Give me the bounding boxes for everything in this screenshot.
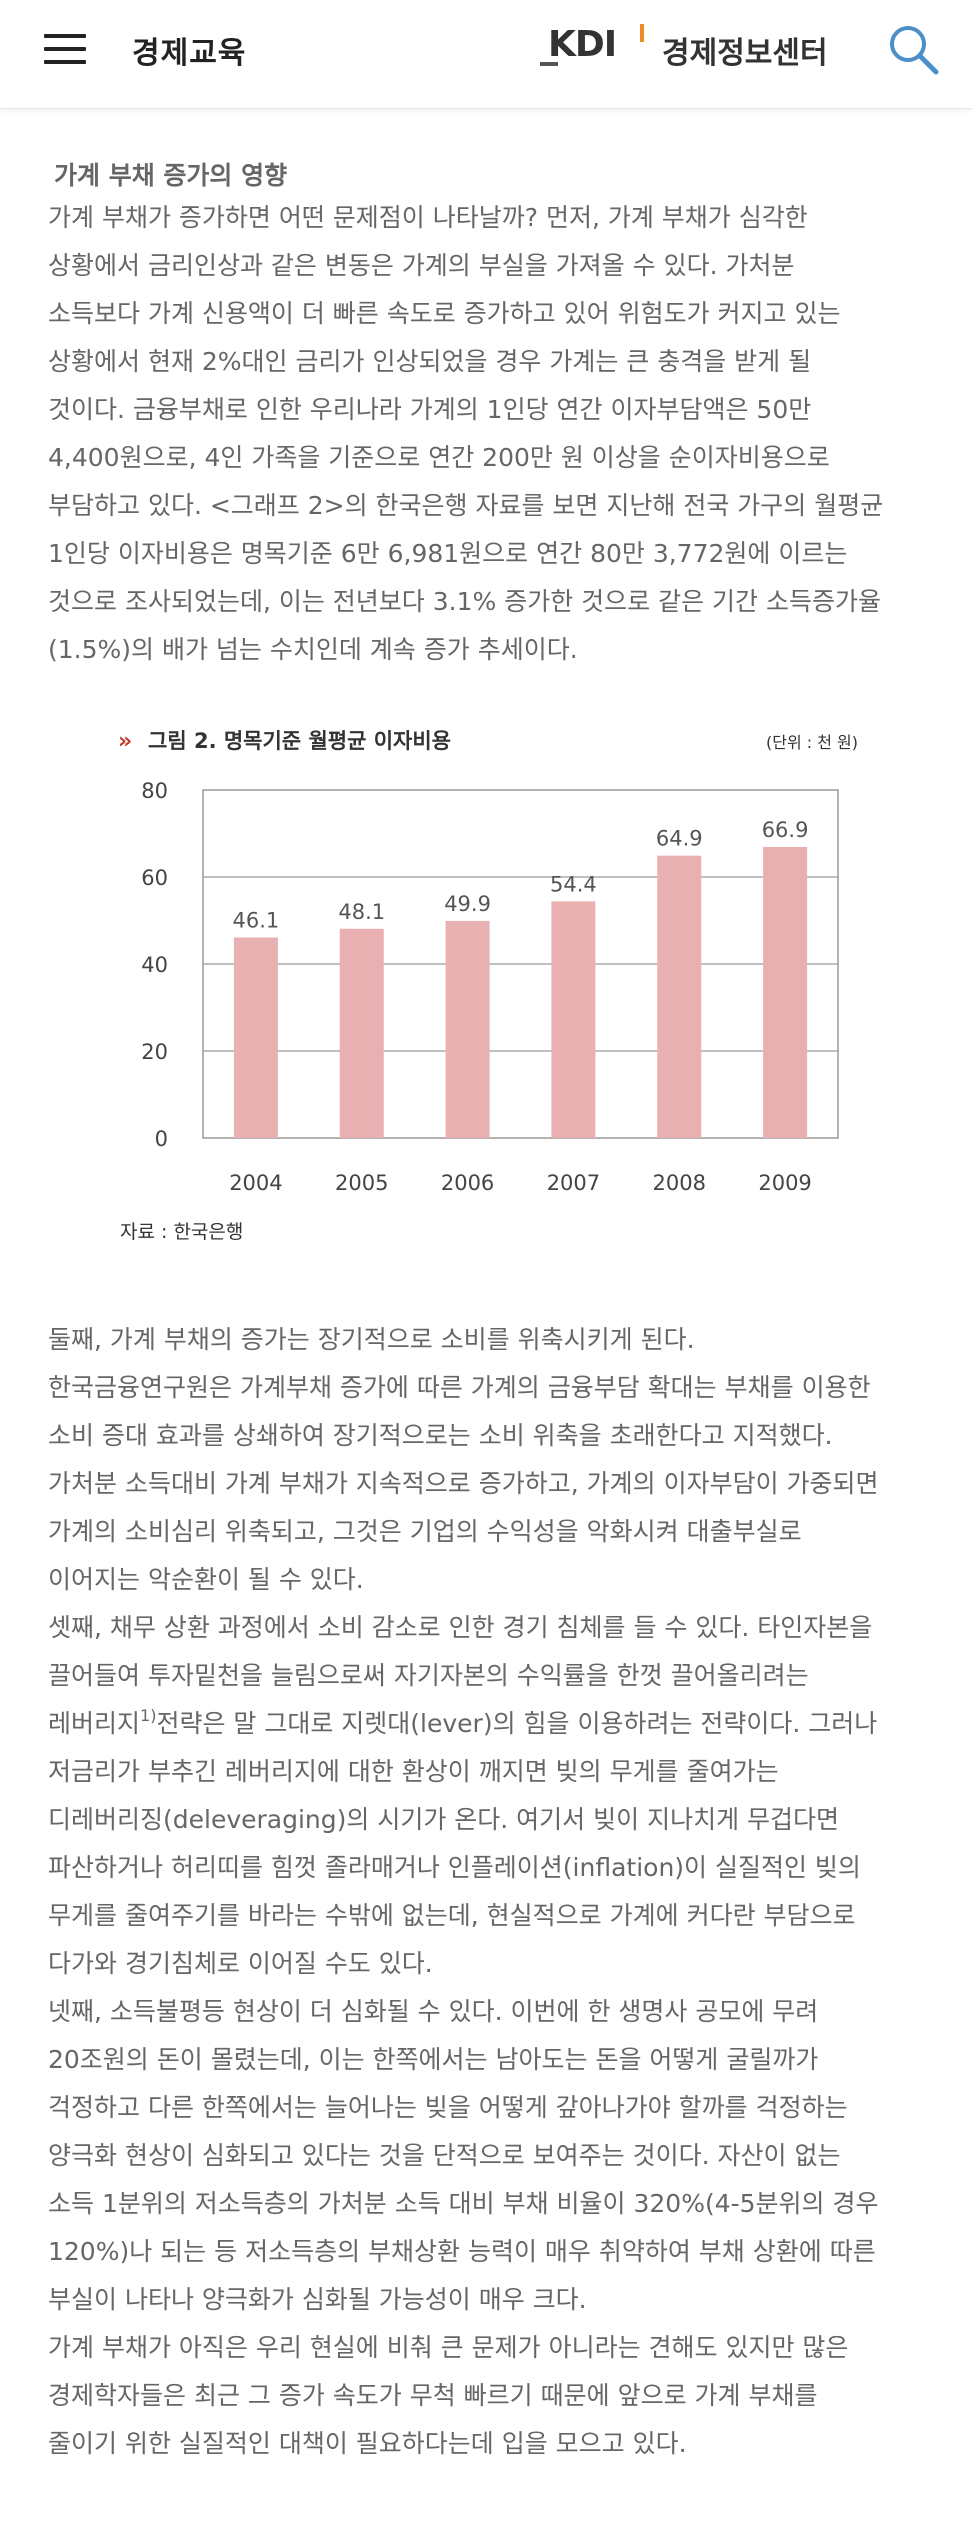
text-line: 양극화 현상이 심화되고 있다는 것을 단적으로 보여주는 것이다. 자산이 없… — [48, 2141, 841, 2170]
page-title: 경제교육 — [132, 36, 247, 71]
y-tick-label: 40 — [141, 953, 168, 977]
data-label: 54.4 — [550, 872, 597, 896]
hamburger-menu-icon[interactable] — [44, 34, 86, 64]
text-line: 소득 1분위의 저소득층의 가처분 소득 대비 부채 비율이 320%(4-5분… — [48, 2189, 879, 2218]
text-line: 부담하고 있다. <그래프 2>의 한국은행 자료를 보면 지난해 전국 가구의… — [48, 491, 884, 520]
kdi-logo[interactable]: KDI 경제정보센터 — [540, 22, 860, 78]
chart-unit: (단위 : 천 원) — [766, 733, 858, 752]
app-header: 경제교육 KDI 경제정보센터 — [0, 0, 972, 109]
text-line: 20조원의 돈이 몰렸는데, 이는 한쪽에서는 남아도는 돈을 어떻게 굴릴까가 — [48, 2045, 819, 2074]
x-tick-label: 2005 — [335, 1171, 388, 1195]
text-line: 둘째, 가계 부채의 증가는 장기적으로 소비를 위축시키게 된다. — [48, 1325, 695, 1354]
text-line: 1인당 이자비용은 명목기준 6만 6,981원으로 연간 80만 3,772원… — [48, 539, 848, 568]
text-line: 것으로 조사되었는데, 이는 전년보다 3.1% 증가한 것으로 같은 기간 소… — [48, 587, 881, 616]
bar-2009 — [763, 846, 808, 1138]
text-line: 상황에서 금리인상과 같은 변동은 가계의 부실을 가져올 수 있다. 가처분 — [48, 251, 795, 280]
lever-after: 전략은 말 그대로 지렛대(lever)의 힘을 이용하려는 전략이다. 그러나 — [156, 1709, 878, 1738]
paragraph-1: 가계 부채가 증가하면 어떤 문제점이 나타날까? 먼저, 가계 부채가 심각한… — [48, 194, 928, 674]
bar-2004 — [233, 937, 278, 1138]
x-tick-label: 2009 — [758, 1171, 811, 1195]
text-line: 줄이기 위한 실질적인 대책이 필요하다는데 입을 모으고 있다. — [48, 2429, 687, 2458]
x-tick-label: 2008 — [653, 1171, 706, 1195]
x-tick-label: 2006 — [441, 1171, 494, 1195]
data-label: 49.9 — [444, 892, 491, 916]
chart-title: 그림 2. 명목기준 월평균 이자비용 — [148, 729, 451, 753]
data-label: 64.9 — [656, 827, 703, 851]
logo-text: 경제정보센터 — [662, 36, 828, 71]
y-tick-label: 20 — [141, 1040, 168, 1064]
text-line: 저금리가 부추긴 레버리지에 대한 환상이 깨지면 빚의 무게를 줄여가는 — [48, 1757, 779, 1786]
y-tick-label: 0 — [155, 1127, 168, 1151]
text-line: 끌어들여 투자밑천을 늘림으로써 자기자본의 수익률을 한껏 끌어올리려는 — [48, 1661, 809, 1690]
bar-2007 — [551, 901, 596, 1138]
text-line: 것이다. 금융부채로 인한 우리나라 가계의 1인당 연간 이자부담액은 50만 — [48, 395, 812, 424]
footnote-ref[interactable]: 1) — [140, 1705, 157, 1725]
bar-2008 — [657, 855, 702, 1138]
search-icon[interactable] — [886, 22, 940, 76]
text-line: 가계 부채가 아직은 우리 현실에 비춰 큰 문제가 아니라는 견해도 있지만 … — [48, 2333, 849, 2362]
chart-svg: » 그림 2. 명목기준 월평균 이자비용 (단위 : 천 원) 0 20 40 60 80 4… — [118, 729, 858, 1243]
paragraph-2: 둘째, 가계 부채의 증가는 장기적으로 소비를 위축시키게 된다. 한국금융연구… — [48, 1316, 928, 1700]
text-line: 디레버리징(deleveraging)의 시기가 온다. 여기서 빚이 지나치게… — [48, 1805, 840, 1834]
data-label: 66.9 — [762, 818, 809, 842]
text-line: 한국금융연구원은 가계부채 증가에 따른 가계의 금융부담 확대는 부채를 이용… — [48, 1373, 871, 1402]
text-line: (1.5%)의 배가 넘는 수치인데 계속 증가 추세이다. — [48, 635, 578, 664]
data-label: 46.1 — [233, 908, 280, 932]
text-line: 소비 증대 효과를 상쇄하여 장기적으로는 소비 위축을 초래한다고 지적했다. — [48, 1421, 833, 1450]
bar-2006 — [445, 920, 490, 1138]
x-tick-label: 2004 — [229, 1171, 282, 1195]
text-line: 4,400원으로, 4인 가족을 기준으로 연간 200만 원 이상을 순이자비… — [48, 443, 830, 472]
text-line: 경제학자들은 최근 그 증가 속도가 무척 빠르기 때문에 앞으로 가계 부채를 — [48, 2381, 818, 2410]
title-arrow-icon: » — [118, 729, 132, 754]
y-tick-label: 60 — [141, 866, 168, 890]
lever-before: 레버리지 — [48, 1709, 141, 1738]
logo-mark: KDI — [548, 24, 617, 65]
chart-source: 자료 : 한국은행 — [120, 1221, 243, 1243]
bar-2005 — [339, 928, 384, 1138]
x-tick-label: 2007 — [547, 1171, 600, 1195]
interest-cost-chart: » 그림 2. 명목기준 월평균 이자비용 (단위 : 천 원) 0 20 40 60 80 4… — [108, 718, 868, 1278]
text-line: 이어지는 악순환이 될 수 있다. — [48, 1565, 364, 1594]
text-line: 상황에서 현재 2%대인 금리가 인상되었을 경우 가계는 큰 충격을 받게 될 — [48, 347, 812, 376]
text-line: 무게를 줄여주기를 바라는 수밖에 없는데, 현실적으로 가계에 커다란 부담으… — [48, 1901, 856, 1930]
text-line: 가처분 소득대비 가계 부채가 지속적으로 증가하고, 가계의 이자부담이 가중… — [48, 1469, 879, 1498]
text-line: 셋째, 채무 상환 과정에서 소비 감소로 인한 경기 침체를 들 수 있다. … — [48, 1613, 873, 1642]
text-line: 소득보다 가계 신용액이 더 빠른 속도로 증가하고 있어 위험도가 커지고 있… — [48, 299, 841, 328]
text-line: 부실이 나타나 양극화가 심화될 가능성이 매우 크다. — [48, 2285, 587, 2314]
text-line: 가계의 소비심리 위축되고, 그것은 기업의 수익성을 악화시켜 대출부실로 — [48, 1517, 802, 1546]
text-line: 가계 부채가 증가하면 어떤 문제점이 나타날까? 먼저, 가계 부채가 심각한 — [48, 203, 808, 232]
lever-line: 레버리지1)전략은 말 그대로 지렛대(lever)의 힘을 이용하려는 전략이… — [48, 1700, 928, 1748]
text-line: 120%)나 되는 등 저소득층의 부채상환 능력이 매우 취약하여 부채 상환… — [48, 2237, 876, 2266]
text-line: 다가와 경기침체로 이어질 수도 있다. — [48, 1949, 433, 1978]
text-line: 파산하거나 허리띠를 힘껏 졸라매거나 인플레이션(inflation)이 실질… — [48, 1853, 861, 1882]
data-label: 48.1 — [338, 900, 385, 924]
text-line: 걱정하고 다른 한쪽에서는 늘어나는 빚을 어떻게 갚아나가야 할까를 걱정하는 — [48, 2093, 848, 2122]
text-line: 넷째, 소득불평등 현상이 더 심화될 수 있다. 이번에 한 생명사 공모에 … — [48, 1997, 819, 2026]
y-tick-label: 80 — [141, 779, 168, 803]
section-title: 가계 부채 증가의 영향 — [54, 161, 288, 190]
